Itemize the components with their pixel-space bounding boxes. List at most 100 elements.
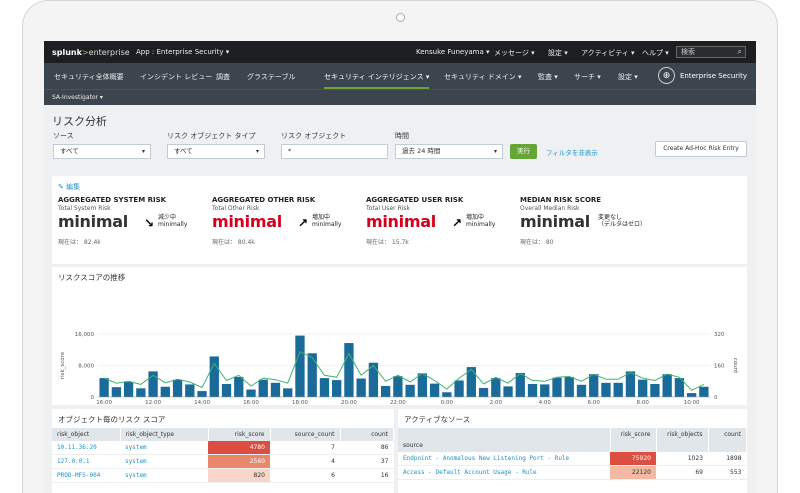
time-range-picker[interactable]: 過去 24 時間 ▾	[395, 144, 503, 159]
nav-security-intelligence[interactable]: セキュリティ インテリジェンス ▾	[324, 72, 430, 89]
risk-object-input[interactable]: *	[281, 144, 388, 159]
risk-object-cell[interactable]: 10.11.36.20	[52, 441, 120, 455]
risk-object-cell[interactable]: PROD-MFS-004	[52, 468, 120, 483]
risk-score-bar[interactable]	[160, 386, 170, 397]
edit-link[interactable]: ✎ 編集	[58, 183, 81, 191]
risk-score-bar[interactable]	[307, 353, 317, 397]
risk-score-bar[interactable]	[674, 378, 685, 397]
risk-score-bar[interactable]	[454, 380, 464, 397]
risk-score-bar[interactable]	[417, 373, 428, 397]
risk-score-bar[interactable]	[576, 384, 587, 397]
nav-search[interactable]: サーチ ▾	[574, 73, 601, 81]
col-risk-object-type[interactable]: risk_object_type	[120, 428, 209, 441]
risk-score-bar[interactable]	[136, 388, 146, 397]
risk-score-bar[interactable]	[503, 386, 513, 397]
sa-investigator-menu[interactable]: SA-Investigator ▾	[44, 89, 756, 105]
risk-score-bar[interactable]	[699, 386, 709, 397]
risk-score-bar[interactable]	[319, 378, 330, 397]
risk-score-bar[interactable]	[258, 379, 268, 397]
col-risk-object[interactable]: risk_object	[52, 428, 121, 441]
risk-score-bar[interactable]	[148, 371, 158, 397]
risk-score-bar[interactable]	[613, 382, 623, 397]
risk-score-bar[interactable]	[111, 387, 122, 397]
risk-score-bar[interactable]	[491, 378, 501, 397]
col-risk-objects[interactable]: risk_objects	[656, 428, 709, 452]
risk-score-bar[interactable]	[99, 378, 109, 397]
help-menu[interactable]: ヘルプ ▾	[642, 49, 669, 57]
risk-score-bar[interactable]	[185, 384, 195, 397]
messages-menu[interactable]: メッセージ ▾	[494, 49, 535, 57]
source-cell[interactable]: Access - Default Account Usage - Rule	[398, 465, 610, 480]
risk-score-bar[interactable]	[393, 376, 403, 397]
risk-score-bar[interactable]	[405, 384, 415, 397]
risk-object-type-cell[interactable]: system	[120, 441, 208, 455]
settings-menu[interactable]: 設定 ▾	[548, 49, 568, 57]
risk-score-bar[interactable]	[209, 356, 219, 397]
nav-configure[interactable]: 設定 ▾	[618, 73, 638, 81]
nav-security-posture[interactable]: セキュリティ全体概要	[54, 73, 124, 81]
risk-score-bar[interactable]	[270, 382, 281, 397]
table-row[interactable]: 127.0.0.1 system 2560 4 37	[52, 454, 394, 469]
global-search-input[interactable]: 検索 ⌕	[676, 46, 746, 58]
risk-score-bar[interactable]	[625, 371, 636, 397]
metric-value: minimal	[212, 212, 282, 231]
splunk-logo[interactable]: splunk>enterprise	[52, 47, 130, 57]
risk-score-bar[interactable]	[515, 372, 525, 397]
risk-score-bar[interactable]	[283, 388, 293, 397]
col-source-count-total[interactable]: count	[708, 428, 747, 452]
user-menu[interactable]: Kensuke Funeyama ▾	[416, 48, 490, 56]
risk-score-bar[interactable]	[527, 384, 538, 397]
risk-score-bar[interactable]	[429, 383, 440, 397]
app-menu[interactable]: App : Enterprise Security ▾	[136, 48, 230, 56]
col-source[interactable]: source	[398, 428, 611, 452]
risk-score-bar[interactable]	[380, 385, 391, 397]
risk-score-bar[interactable]	[466, 367, 476, 397]
nav-audit[interactable]: 監査 ▾	[538, 73, 558, 81]
risk-score-bar[interactable]	[478, 387, 489, 397]
col-source-count[interactable]: source_count	[270, 428, 341, 441]
table-row[interactable]: PROD-MFS-004 system 820 6 16	[52, 468, 394, 483]
risk-score-bar[interactable]	[295, 335, 305, 397]
risk-score-bar[interactable]	[344, 343, 354, 397]
risk-score-bar[interactable]	[686, 393, 697, 397]
source-cell[interactable]: Endpoint - Anomalous New Listening Port …	[398, 452, 610, 466]
risk-score-bar[interactable]	[552, 377, 562, 397]
nav-incident-review[interactable]: インシデント レビュー	[140, 73, 213, 81]
hide-filters-link[interactable]: フィルタを非表示	[546, 149, 598, 157]
risk-score-bar[interactable]	[638, 379, 648, 397]
risk-score-bar[interactable]	[356, 378, 366, 397]
risk-object-type-cell[interactable]: system	[120, 468, 208, 483]
risk-score-bar[interactable]	[442, 392, 452, 397]
risk-object-cell[interactable]: 127.0.0.1	[52, 454, 120, 469]
create-adhoc-risk-button[interactable]: Create Ad-Hoc Risk Entry	[655, 141, 747, 157]
table-row[interactable]: Endpoint - Anomalous New Listening Port …	[398, 452, 747, 466]
col-count[interactable]: count	[340, 428, 394, 441]
activity-menu[interactable]: アクティビティ ▾	[581, 49, 635, 57]
nav-investigations[interactable]: 調査	[216, 73, 230, 81]
risk-object-type-dropdown[interactable]: すべて ▾	[167, 144, 265, 159]
risk-score-bar[interactable]	[650, 384, 660, 397]
risk-object-type-cell[interactable]: system	[120, 454, 208, 469]
risk-score-bar[interactable]	[601, 382, 611, 397]
nav-glass-tables[interactable]: グラステーブル	[247, 73, 296, 81]
table-row[interactable]: 10.11.36.20 system 4780 7 86	[52, 441, 394, 455]
risk-score-bar[interactable]	[589, 374, 599, 397]
risk-objects-cell: 69	[656, 465, 708, 480]
source-dropdown[interactable]: すべて ▾	[53, 144, 151, 159]
risk-score-bar[interactable]	[332, 380, 342, 397]
risk-score-bar[interactable]	[197, 391, 207, 397]
risk-score-bar[interactable]	[246, 389, 256, 397]
risk-score-bar[interactable]	[540, 384, 550, 397]
col-source-risk-score[interactable]: risk_score	[610, 428, 657, 452]
run-button[interactable]: 実行	[510, 144, 537, 159]
risk-score-bar[interactable]	[123, 382, 134, 397]
nav-security-domains[interactable]: セキュリティ ドメイン ▾	[444, 73, 522, 81]
col-risk-score[interactable]: risk_score	[208, 428, 271, 441]
risk-score-bar[interactable]	[662, 374, 672, 397]
table-row[interactable]: Access - Default Account Usage - Rule 221…	[398, 465, 747, 480]
risk-score-bar[interactable]	[172, 379, 183, 397]
risk-score-bar[interactable]	[234, 376, 244, 397]
risk-score-bar[interactable]	[221, 384, 232, 397]
risk-score-bar[interactable]	[564, 376, 574, 397]
risk-score-bar[interactable]	[368, 362, 379, 397]
